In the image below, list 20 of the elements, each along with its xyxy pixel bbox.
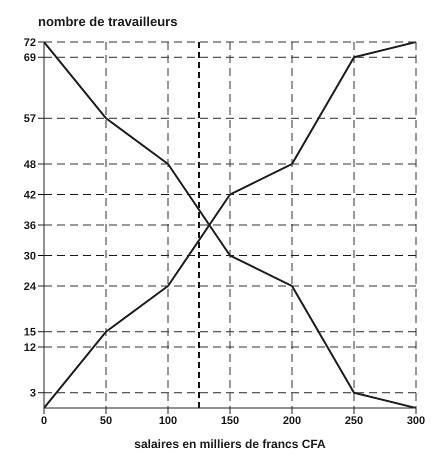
x-axis-title: salaires en milliers de francs CFA bbox=[134, 437, 326, 451]
y-tick-label: 24 bbox=[24, 280, 37, 293]
y-tick-label: 30 bbox=[24, 250, 36, 262]
y-tick-label: 42 bbox=[24, 189, 36, 202]
x-tick-label: 300 bbox=[406, 414, 426, 427]
y-tick-label: 36 bbox=[24, 220, 36, 232]
y-tick-label: 12 bbox=[24, 342, 36, 354]
y-tick-label: 69 bbox=[24, 52, 36, 64]
x-tick-label: 250 bbox=[344, 414, 364, 427]
y-tick-label: 48 bbox=[24, 158, 36, 171]
y-axis-title: nombre de travailleurs bbox=[38, 14, 178, 29]
y-tick-label: 15 bbox=[24, 326, 36, 339]
x-tick-label: 100 bbox=[158, 414, 178, 427]
x-tick-label: 0 bbox=[40, 414, 48, 427]
x-tick-label: 50 bbox=[100, 414, 112, 427]
x-tick-label: 200 bbox=[282, 414, 302, 427]
x-tick-label: 150 bbox=[220, 414, 240, 427]
y-tick-label: 57 bbox=[24, 113, 36, 126]
y-tick-label: 72 bbox=[24, 36, 36, 49]
y-tick-label: 3 bbox=[30, 388, 36, 400]
